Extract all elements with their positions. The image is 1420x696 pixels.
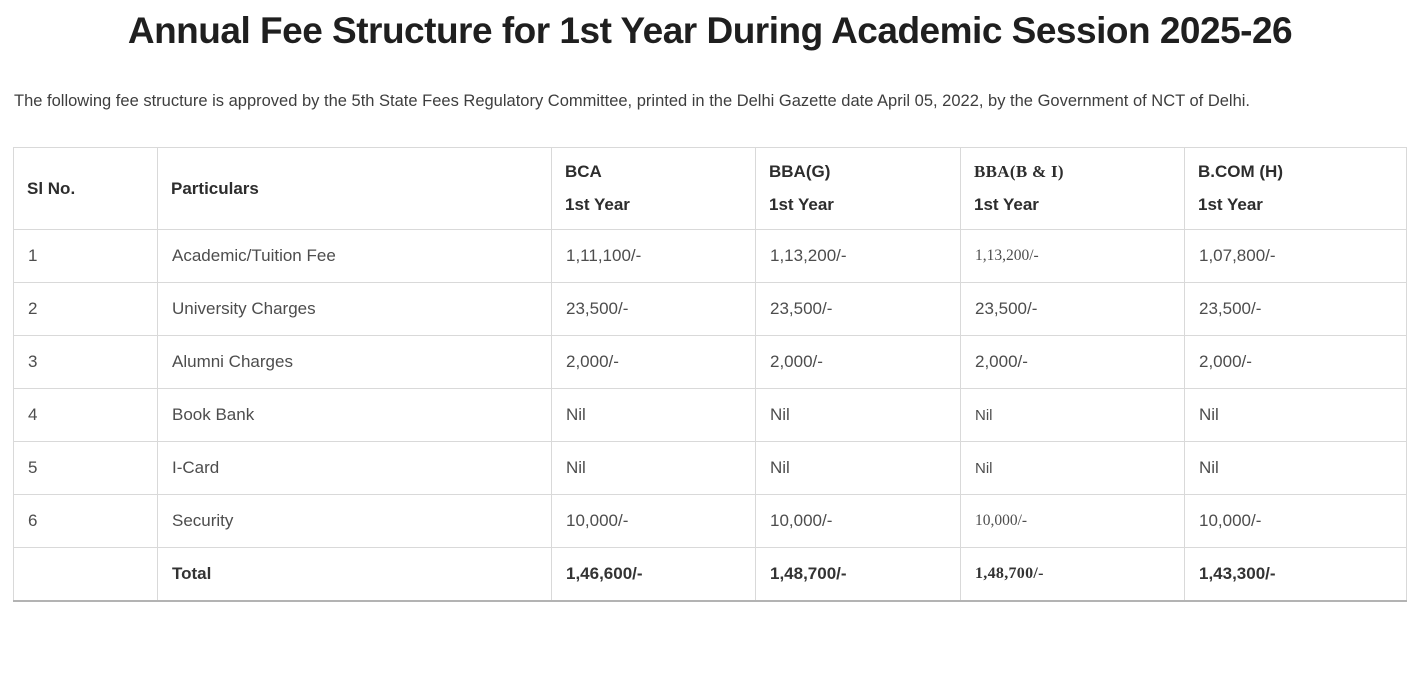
cell-bca: Nil [551,441,756,495]
table-row: 6 Security 10,000/- 10,000/- 10,000/- 10… [13,494,1407,548]
cell-bca: 1,11,100/- [551,229,756,283]
cell-bba-g: 10,000/- [755,494,961,548]
cell-sl-no: 5 [13,441,158,495]
cell-bba-g: 1,13,200/- [755,229,961,283]
intro-paragraph: The following fee structure is approved … [14,92,1251,110]
cell-bba-bi: 23,500/- [960,282,1185,336]
cell-bba-g: Nil [755,441,961,495]
cell-sl-no [13,547,158,601]
cell-particulars: Academic/Tuition Fee [157,229,552,283]
cell-sl-no: 4 [13,388,158,442]
column-label: BBA(B & I) [974,162,1064,182]
cell-bcom-h: 1,43,300/- [1184,547,1407,601]
cell-bba-bi: 10,000/- [960,494,1185,548]
column-header-bba-g: BBA(G) 1st Year [755,147,961,230]
cell-bcom-h: 10,000/- [1184,494,1407,548]
cell-particulars: Book Bank [157,388,552,442]
column-header-sl-no: Sl No. [13,147,158,230]
cell-bca: 23,500/- [551,282,756,336]
cell-particulars: Alumni Charges [157,335,552,389]
cell-bba-g: Nil [755,388,961,442]
cell-bca: 1,46,600/- [551,547,756,601]
cell-sl-no: 1 [13,229,158,283]
cell-bba-g: 23,500/- [755,282,961,336]
cell-bba-g: 1,48,700/- [755,547,961,601]
cell-sl-no: 6 [13,494,158,548]
table-total-row: Total 1,46,600/- 1,48,700/- 1,48,700/- 1… [13,547,1407,601]
cell-bba-bi: 1,13,200/- [960,229,1185,283]
table-row: 1 Academic/Tuition Fee 1,11,100/- 1,13,2… [13,229,1407,283]
cell-bca: Nil [551,388,756,442]
cell-particulars: University Charges [157,282,552,336]
cell-bcom-h: 1,07,800/- [1184,229,1407,283]
cell-particulars: Security [157,494,552,548]
table-row: 2 University Charges 23,500/- 23,500/- 2… [13,282,1407,336]
column-header-bcom-h: B.COM (H) 1st Year [1184,147,1407,230]
cell-bcom-h: Nil [1184,441,1407,495]
column-sublabel: 1st Year [974,195,1039,214]
table-row: 5 I-Card Nil Nil Nil Nil [13,441,1407,495]
table-row: 3 Alumni Charges 2,000/- 2,000/- 2,000/-… [13,335,1407,389]
column-label: Particulars [171,178,259,198]
cell-particulars: Total [157,547,552,601]
table-header-row: Sl No. Particulars BCA 1st Year BBA(G) 1… [13,147,1407,230]
column-label: BBA(G) [769,162,831,182]
column-header-bca: BCA 1st Year [551,147,756,230]
cell-bba-bi: 1,48,700/- [960,547,1185,601]
cell-bca: 10,000/- [551,494,756,548]
cell-bca: 2,000/- [551,335,756,389]
column-sublabel: 1st Year [565,195,630,214]
cell-bcom-h: 23,500/- [1184,282,1407,336]
cell-bba-bi: Nil [960,441,1185,495]
fee-table: Sl No. Particulars BCA 1st Year BBA(G) 1… [13,147,1407,602]
column-sublabel: 1st Year [769,195,834,214]
cell-bcom-h: Nil [1184,388,1407,442]
cell-particulars: I-Card [157,441,552,495]
table-row: 4 Book Bank Nil Nil Nil Nil [13,388,1407,442]
cell-sl-no: 2 [13,282,158,336]
column-label: B.COM (H) [1198,162,1283,182]
column-sublabel: 1st Year [1198,195,1263,214]
cell-bba-g: 2,000/- [755,335,961,389]
cell-bba-bi: Nil [960,388,1185,442]
cell-sl-no: 3 [13,335,158,389]
column-label: BCA [565,162,602,182]
page-title: Annual Fee Structure for 1st Year During… [127,10,1293,51]
column-label: Sl No. [27,178,76,198]
column-header-bba-bi: BBA(B & I) 1st Year [960,147,1185,230]
cell-bcom-h: 2,000/- [1184,335,1407,389]
cell-bba-bi: 2,000/- [960,335,1185,389]
column-header-particulars: Particulars [157,147,552,230]
